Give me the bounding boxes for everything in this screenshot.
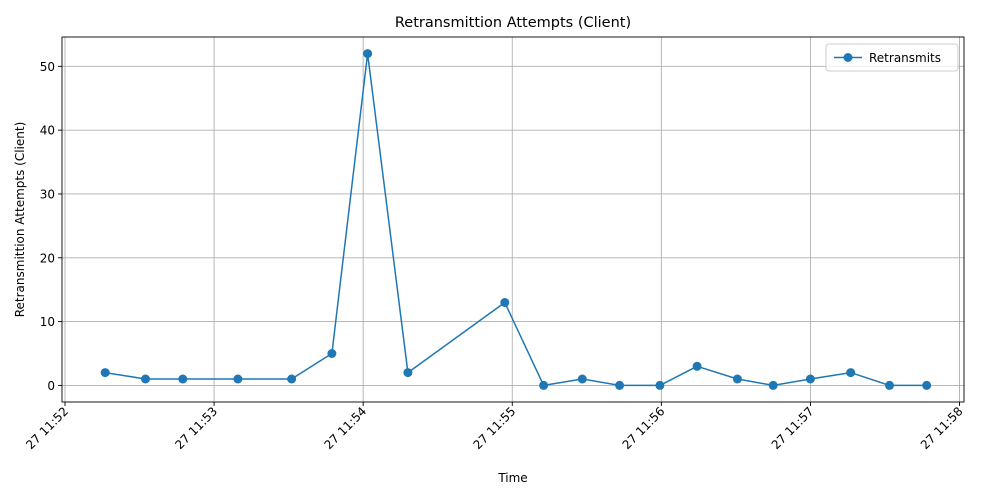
x-tick-label: 27 11:56 [620, 404, 668, 452]
data-point [327, 349, 337, 358]
y-tick-label: 40 [40, 124, 55, 138]
x-tick-label: 27 11:53 [172, 404, 220, 452]
data-point [500, 298, 510, 307]
data-point [732, 374, 742, 384]
y-tick-label: 50 [40, 60, 55, 74]
plot-frame [61, 36, 965, 403]
y-tick-label: 10 [40, 315, 55, 329]
data-point [141, 374, 150, 384]
data-point [846, 368, 856, 378]
y-tick-label: 20 [40, 251, 55, 265]
data-point [615, 380, 625, 390]
data-point [655, 380, 665, 390]
x-tick-label: 27 11:55 [471, 404, 519, 452]
grid-lines [62, 37, 964, 402]
x-tick-label: 27 11:52 [23, 404, 71, 452]
y-tick-label: 0 [47, 379, 55, 393]
axis-ticks: 0 10 20 30 40 50 27 11:52 27 11:53 27 11:54 27 11… [23, 60, 965, 452]
series-line-retransmits [105, 52, 927, 387]
x-tick-label: 27 11:54 [321, 404, 369, 452]
chart-title: Retransmittion Attempts (Client) [395, 15, 631, 31]
data-point [805, 374, 815, 384]
legend-box [825, 43, 959, 72]
data-point [233, 374, 243, 384]
x-axis-label: Time [497, 471, 527, 485]
data-point [885, 380, 894, 390]
series-layer [100, 49, 932, 390]
data-point [363, 49, 373, 59]
x-tick-label: 27 11:57 [769, 404, 817, 452]
data-point [692, 361, 702, 371]
data-point [539, 380, 549, 390]
data-point [403, 368, 413, 378]
y-axis-label: Retransmittion Attempts (Client) [13, 122, 27, 318]
data-point [287, 374, 297, 384]
data-point [577, 374, 587, 384]
legend-label-retransmits: Retransmits [869, 51, 941, 65]
data-point [768, 380, 778, 390]
y-tick-label: 30 [40, 187, 55, 201]
data-point [178, 374, 188, 384]
x-tick-label: 27 11:58 [918, 404, 966, 452]
legend: Retransmits [825, 43, 959, 72]
legend-marker-sample [843, 53, 853, 62]
data-point [100, 368, 110, 378]
data-point [922, 380, 932, 390]
